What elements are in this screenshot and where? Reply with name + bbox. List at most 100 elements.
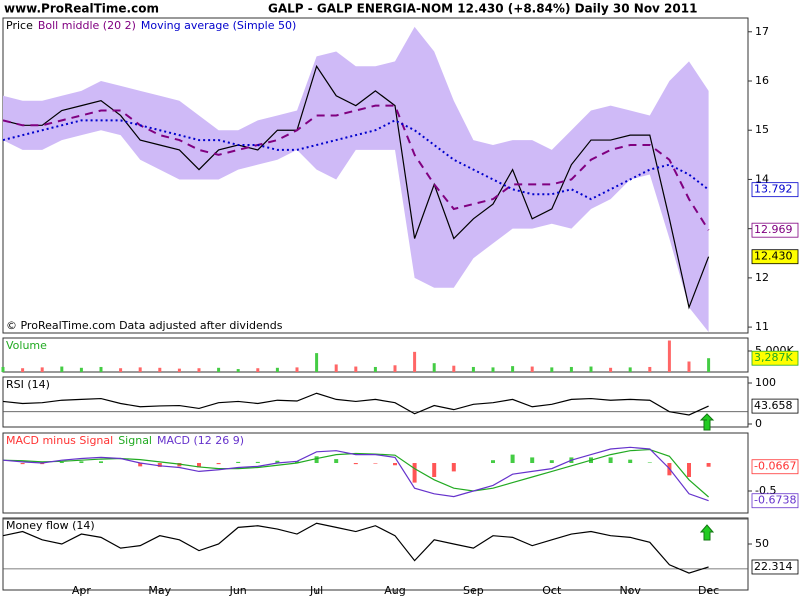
x-tick-label: Apr: [72, 584, 92, 597]
x-tick-label: Aug: [384, 584, 405, 597]
volume-bar: [334, 364, 338, 372]
histogram-bar: [687, 463, 691, 478]
legend: RSI (14): [6, 378, 50, 391]
legend-entry: Money flow (14): [6, 519, 95, 532]
legend: Money flow (14): [6, 519, 95, 532]
signal-arrow: [699, 524, 715, 541]
series-line: [2, 104, 710, 231]
histogram-bar: [236, 461, 241, 464]
volume-bar: [471, 366, 475, 372]
volume-bar: [609, 367, 613, 372]
histogram-bar: [412, 463, 417, 483]
legend-entry: Moving average (Simple 50): [141, 19, 296, 32]
histogram-bar: [549, 460, 554, 464]
series-line: [2, 64, 710, 310]
histogram-bar: [510, 454, 515, 464]
histogram-bar: [59, 461, 64, 464]
y-tick-label: 17: [755, 25, 769, 38]
y-tick-label: 50: [755, 537, 769, 550]
last-value-box: [751, 249, 799, 265]
volume-bar: [667, 340, 671, 372]
volume-bar: [295, 367, 299, 372]
x-tick-label: Sep: [463, 584, 484, 597]
histogram-bar: [314, 456, 319, 464]
volume-bar: [452, 365, 456, 372]
site-name: www.ProRealTime.com: [4, 2, 159, 16]
series-line: [2, 446, 709, 502]
signal-arrow: [699, 413, 715, 431]
legend-entry: MACD minus Signal: [6, 434, 113, 447]
histogram-bar: [628, 459, 633, 464]
volume-bar: [197, 368, 201, 372]
x-tick-label: Dec: [698, 584, 719, 597]
volume-bar: [393, 365, 397, 372]
volume-bar: [589, 366, 593, 372]
histogram-bar: [451, 463, 456, 472]
histogram-bar: [432, 463, 437, 478]
volume-bar: [530, 366, 534, 372]
volume-bar: [569, 366, 573, 372]
last-value-label: 12.969: [754, 223, 793, 236]
histogram-bar: [334, 459, 339, 464]
panel-frame: [2, 337, 749, 373]
volume-bar: [550, 367, 554, 372]
volume-bar: [491, 367, 495, 372]
legend: Price Boll middle (20 2) Moving average (S…: [6, 19, 296, 32]
volume-bar: [511, 366, 515, 372]
histogram-bar: [216, 463, 221, 465]
histogram-bar: [373, 463, 378, 464]
last-value-label: 22.314: [754, 560, 793, 573]
last-value-box: [751, 398, 799, 414]
volume-bar: [119, 368, 123, 372]
x-tick-label: Oct: [542, 584, 562, 597]
series-line: [2, 119, 710, 201]
last-value-box: [751, 559, 799, 575]
y-tick-label: 11: [755, 320, 769, 333]
volume-bar: [79, 367, 83, 372]
last-value-label: 43.658: [754, 399, 793, 412]
y-tick-label: 15: [755, 123, 769, 136]
legend-entry: Boll middle (20 2): [38, 19, 136, 32]
volume-bar: [1, 366, 5, 372]
volume-bar: [432, 363, 436, 372]
volume-bar: [21, 368, 25, 372]
last-value-label: 3,287K: [754, 351, 793, 364]
x-tick-label: Jul: [309, 584, 323, 597]
panel-frame: [2, 517, 749, 591]
histogram-bar: [353, 463, 358, 465]
volume-bar: [256, 368, 260, 372]
x-tick-label: May: [148, 584, 171, 597]
panel-frame: [2, 432, 749, 514]
volume-bar: [373, 366, 377, 372]
panels: 1112131415161712.43012.96913.792PriceBol…: [1, 17, 799, 597]
last-value-box: [751, 222, 799, 238]
volume-bar: [687, 361, 691, 372]
volume-bar: [217, 367, 221, 372]
histogram-bar: [20, 463, 25, 465]
histogram-bar: [99, 461, 103, 464]
legend-entry: RSI (14): [6, 378, 50, 391]
volume-bar: [236, 369, 240, 372]
last-value-box: [751, 459, 799, 475]
y-tick-label: 0: [755, 417, 762, 430]
volume-bar: [40, 367, 44, 372]
volume-bar: [138, 367, 142, 372]
histogram-bar: [157, 463, 162, 467]
volume-bar: [177, 368, 181, 372]
volume-bar: [354, 366, 358, 372]
y-tick-label: 12: [755, 271, 769, 284]
x-tick-label: Jun: [229, 584, 247, 597]
histogram-bar: [275, 460, 280, 464]
legend-entry: Volume: [6, 339, 47, 352]
histogram-bar: [295, 461, 299, 464]
y-tick-label: 14: [755, 172, 769, 185]
last-value-box: [751, 182, 799, 198]
legend-entry: Price: [6, 19, 33, 32]
histogram-bar: [197, 463, 201, 468]
last-value-box: [751, 493, 799, 509]
last-value-label: 13.792: [754, 183, 793, 196]
legend: Volume: [6, 339, 47, 352]
volume-bar: [99, 366, 103, 372]
histogram-bar: [530, 457, 535, 464]
